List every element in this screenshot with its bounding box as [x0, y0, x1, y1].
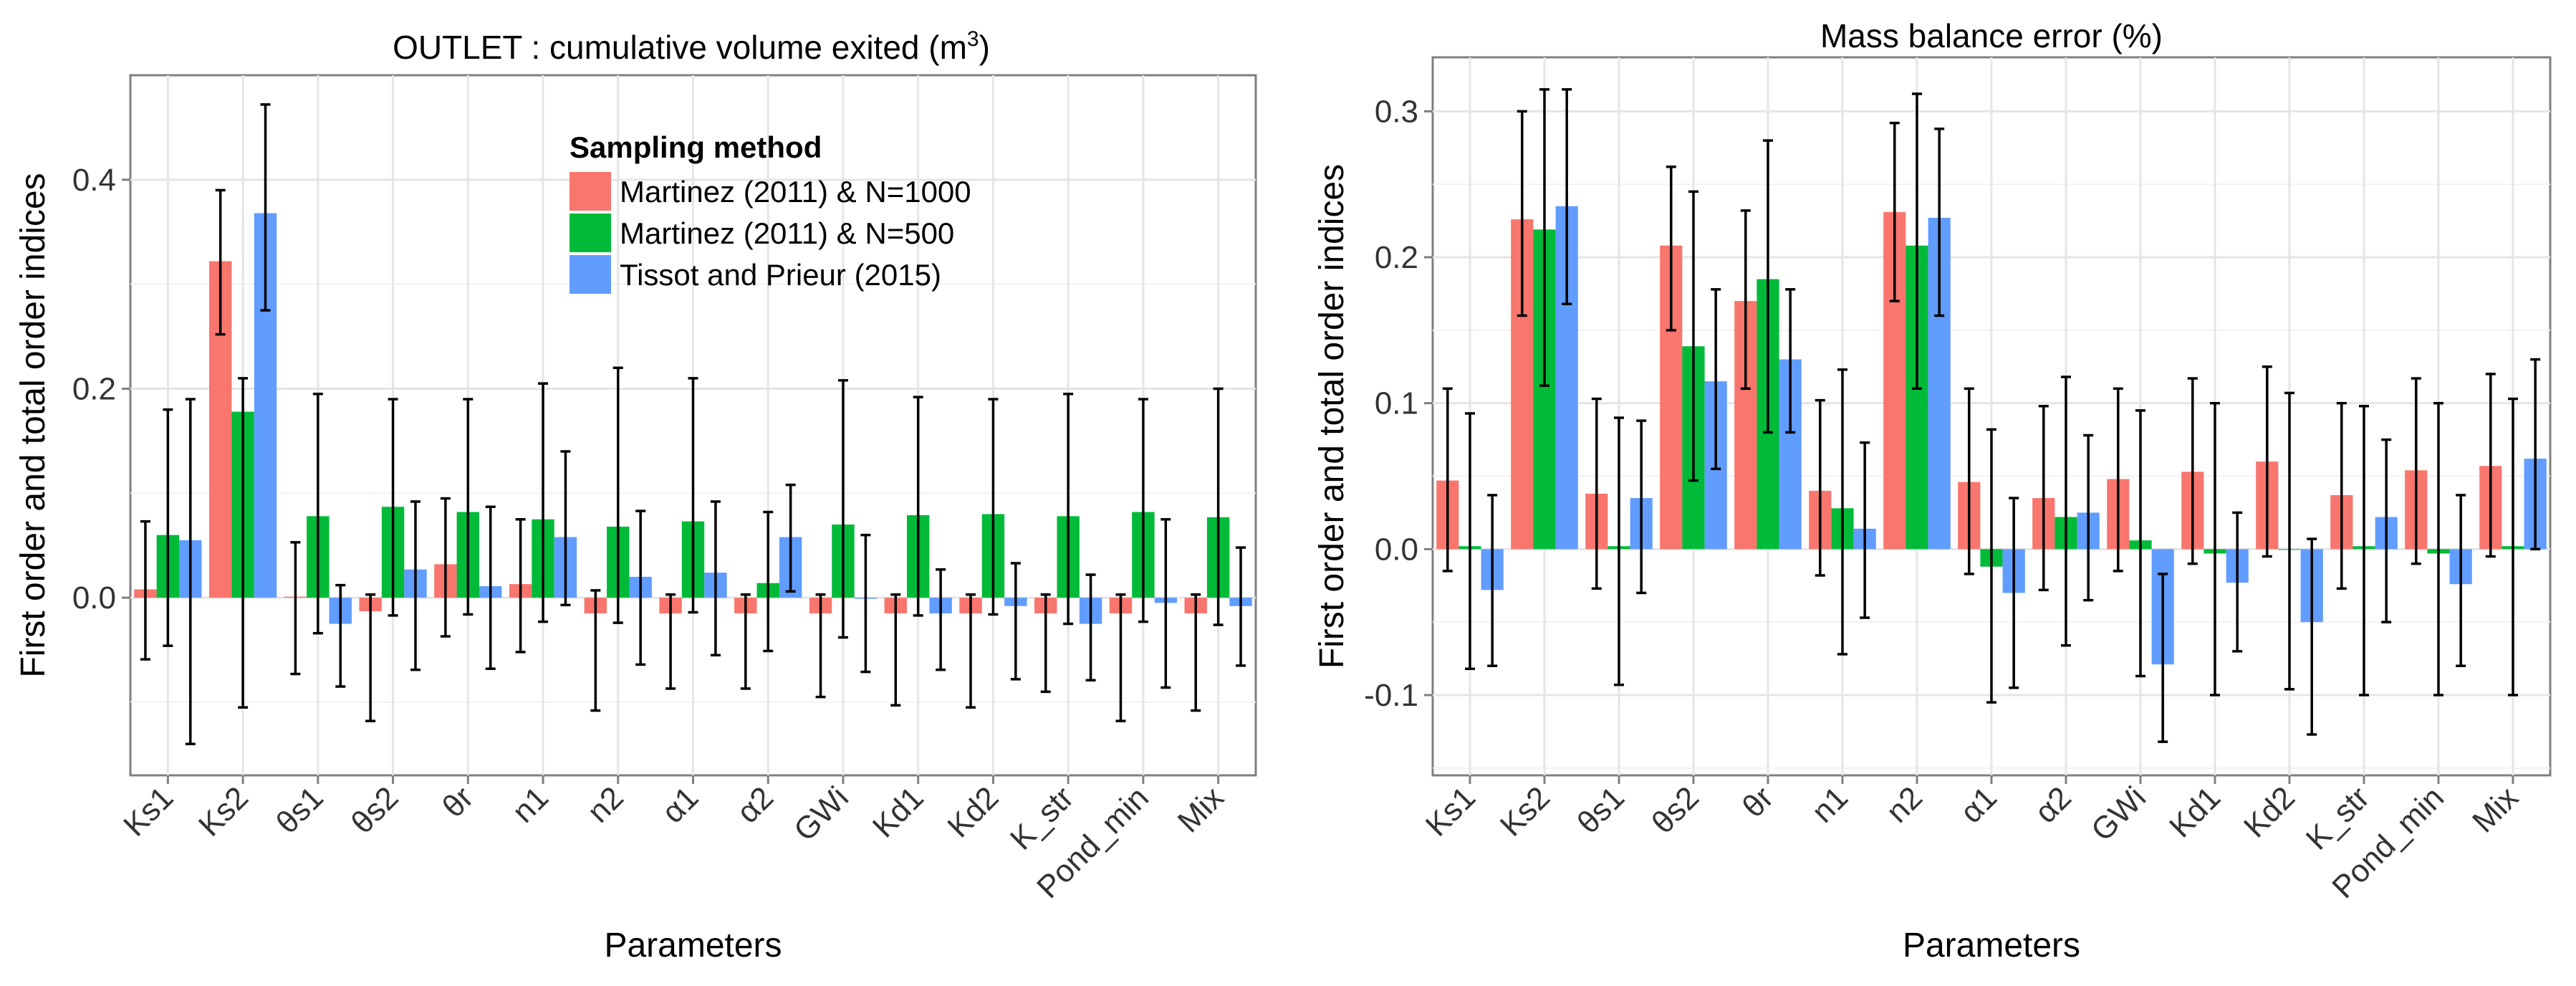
x-tick-label-Mix: Mix: [1171, 780, 1231, 839]
legend-key-series-2: [569, 214, 611, 252]
legend-label-series-3: Tissot and Prieur (2015): [620, 258, 941, 292]
x-tick-label-θs1: θs1: [1570, 780, 1631, 841]
x-tick-label-Ks2: Ks2: [192, 780, 255, 843]
x-tick-label-n1: n1: [506, 780, 555, 829]
x-tick-label-θs2: θs2: [1645, 780, 1706, 841]
y-tick-label: 0.0: [1375, 532, 1418, 567]
x-tick-label-Ks2: Ks2: [1494, 780, 1557, 843]
x-axis-label: Parameters: [1903, 927, 2080, 965]
x-tick-label-n2: n2: [1880, 780, 1929, 829]
legend-title: Sampling method: [569, 130, 822, 164]
x-tick-label-α1: α1: [655, 780, 706, 830]
chart-left-outlet-volume: 0.0 0.2 0.4 Ks1 Ks2 θs1 θs2 θr n1 n2 α1 α2 GWi Kd1 Kd2…: [14, 27, 1257, 965]
y-tick-label: 0.4: [72, 163, 116, 198]
chart-title: Mass balance error (%): [1820, 17, 2163, 54]
x-tick-label-Ks1: Ks1: [1419, 780, 1482, 843]
y-tick-label: 0.2: [72, 371, 116, 406]
y-axis-label: First order and total order indices: [14, 173, 52, 677]
x-tick-label-GWi: GWi: [2085, 780, 2153, 848]
x-tick-label-GWi: GWi: [787, 780, 855, 848]
x-tick-label-n2: n2: [581, 780, 630, 829]
y-tick-label: 0.3: [1375, 94, 1418, 129]
x-tick-label-Kd1: Kd1: [2163, 780, 2227, 844]
x-tick-label-Mix: Mix: [2466, 780, 2525, 839]
x-tick-label-θs1: θs1: [269, 780, 330, 841]
x-tick-label-Kd2: Kd2: [2237, 780, 2302, 844]
y-axis-label: First order and total order indices: [1313, 164, 1351, 669]
legend-label-series-1: Martinez (2011) & N=1000: [620, 175, 971, 209]
x-tick-label-n1: n1: [1805, 780, 1855, 829]
x-tick-label-θs2: θs2: [345, 780, 405, 841]
x-tick-label-θr: θr: [436, 780, 480, 824]
chart-title: OUTLET : cumulative volume exited (m3): [393, 27, 990, 66]
x-tick-label-Kd2: Kd2: [941, 780, 1005, 844]
x-tick-label-Kd1: Kd1: [866, 780, 931, 844]
y-tick-label: 0.0: [72, 580, 116, 616]
legend-key-series-1: [569, 172, 611, 211]
title-superscript: 3: [967, 27, 979, 51]
chart-right-mass-balance: -0.1 0.0 0.1 0.2 0.3 Ks1 Ks2 θs1 θs2 θr n1 n2 α1 α2 GW…: [1313, 17, 2552, 965]
legend: Sampling method Martinez (2011) & N=1000 M…: [569, 130, 971, 294]
x-tick-label-α2: α2: [2028, 780, 2078, 830]
legend-label-series-2: Martinez (2011) & N=500: [620, 216, 954, 250]
x-tick-label-θr: θr: [1736, 780, 1780, 824]
y-tick-label: 0.2: [1375, 240, 1418, 275]
title-close: ): [979, 29, 990, 66]
x-axis-label: Parameters: [604, 927, 782, 965]
x-tick-label-α2: α2: [730, 780, 780, 830]
x-tick-label-α1: α1: [1953, 780, 2004, 830]
x-tick-label-Ks1: Ks1: [117, 780, 180, 843]
y-tick-label: -0.1: [1364, 678, 1418, 713]
y-tick-label: 0.1: [1375, 386, 1418, 421]
legend-key-series-3: [569, 255, 611, 294]
